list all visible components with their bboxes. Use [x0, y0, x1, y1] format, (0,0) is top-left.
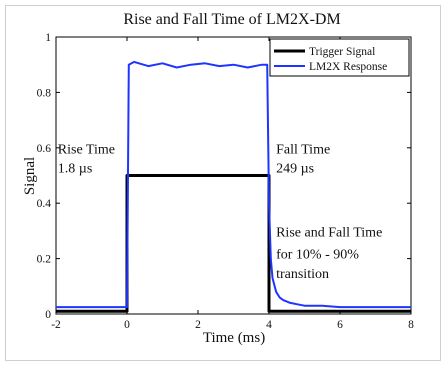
legend-box — [269, 38, 410, 77]
y-tick-label: 0.8 — [37, 87, 52, 99]
annotation-rise-value: 1.8 µs — [58, 162, 93, 177]
y-tick-label: 0.6 — [37, 143, 52, 155]
series-layer — [56, 60, 411, 313]
y-axis-label: Signal — [22, 157, 38, 195]
annotation-rf-line1: Rise and Fall Time — [276, 225, 382, 240]
y-tick-label: 1 — [45, 32, 51, 44]
series-line-lm2x-response — [56, 60, 411, 309]
y-tick-label: 0.4 — [37, 198, 52, 210]
y-tick-label: 0 — [45, 309, 51, 321]
legend-label-trigger: Trigger Signal — [309, 46, 375, 58]
x-tick-label: 8 — [408, 319, 414, 331]
x-axis-label: Time (ms) — [203, 330, 265, 346]
x-tick-label: 0 — [124, 319, 130, 331]
chart-title: Rise and Fall Time of LM2X-DM — [123, 11, 340, 28]
annotations-layer: Rise Time 1.8 µs Fall Time 249 µs Rise and F… — [58, 142, 383, 282]
x-tick-label: 6 — [337, 319, 343, 331]
x-tick-label: -2 — [51, 319, 61, 331]
legend: Trigger Signal LM2X Response — [269, 38, 410, 77]
annotation-rf-line3: transition — [276, 267, 329, 282]
x-tick-label: 2 — [195, 319, 201, 331]
annotation-rise-title: Rise Time — [58, 142, 115, 157]
series-line-trigger-signal — [56, 174, 411, 313]
ticks-layer: -2 0 2 4 6 800.20.40.60.81 — [37, 32, 415, 331]
annotation-rf-line2: for 10% - 90% — [276, 248, 359, 263]
annotation-fall-title: Fall Time — [276, 142, 330, 157]
legend-label-response: LM2X Response — [309, 61, 387, 73]
y-tick-label: 0.2 — [37, 254, 52, 266]
x-tick-label: 4 — [266, 319, 272, 331]
annotation-fall-value: 249 µs — [276, 162, 314, 177]
